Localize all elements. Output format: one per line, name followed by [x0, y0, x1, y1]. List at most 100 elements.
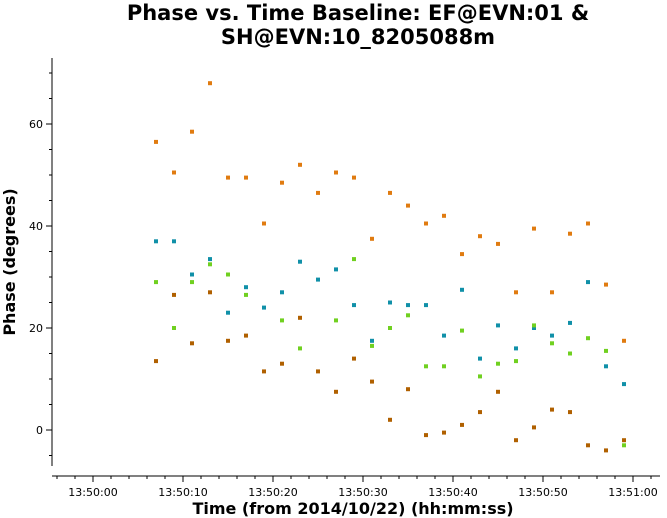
x-tick-label: 13:50:10: [158, 486, 207, 499]
data-point: [532, 326, 536, 330]
data-point: [406, 387, 410, 392]
data-point: [496, 241, 500, 246]
data-point: [478, 234, 482, 239]
x-axis-ticks: 13:50:00 13:50:10 13:50:20 13:50:30 13:50:40…: [56, 476, 658, 499]
y-axis-label: Phase (degrees): [0, 188, 19, 335]
data-point: [298, 259, 302, 264]
data-points: [154, 81, 626, 453]
data-point: [532, 323, 536, 328]
data-point: [280, 361, 284, 366]
data-point: [442, 333, 446, 338]
data-point: [226, 272, 230, 277]
x-tick-label: 13:50:40: [428, 486, 477, 499]
data-point: [172, 326, 176, 330]
y-tick-label: 20: [29, 322, 43, 335]
data-point: [262, 221, 266, 226]
data-point: [406, 303, 410, 308]
data-point: [424, 364, 428, 369]
data-point: [280, 290, 284, 295]
y-tick-label: 60: [29, 118, 43, 131]
y-tick-label: 0: [36, 424, 43, 437]
data-point: [496, 361, 500, 366]
data-point: [568, 231, 572, 236]
data-point: [622, 382, 626, 387]
data-point: [298, 346, 302, 351]
data-point: [226, 338, 230, 343]
data-point: [388, 190, 392, 195]
data-point: [532, 226, 536, 231]
data-point: [478, 356, 482, 361]
data-point: [514, 290, 518, 295]
data-point: [334, 267, 338, 272]
data-point: [172, 292, 176, 297]
x-tick-label: 13:50:50: [518, 486, 567, 499]
data-point: [442, 364, 446, 369]
data-point: [442, 430, 446, 435]
data-point: [460, 328, 464, 333]
data-point: [424, 433, 428, 438]
data-point: [622, 338, 626, 343]
data-point: [478, 374, 482, 379]
data-point: [406, 203, 410, 208]
data-point: [460, 252, 464, 257]
data-point: [460, 422, 464, 427]
data-point: [586, 221, 590, 226]
data-point: [208, 257, 212, 262]
data-point: [154, 239, 158, 244]
data-point: [352, 356, 356, 361]
x-tick-label: 13:50:30: [338, 486, 387, 499]
data-point: [280, 180, 284, 185]
data-point: [604, 364, 608, 369]
data-point: [586, 280, 590, 285]
data-point: [316, 369, 320, 374]
x-tick-label: 13:50:00: [68, 486, 117, 499]
data-point: [568, 410, 572, 415]
data-point: [568, 320, 572, 325]
data-point: [154, 359, 158, 364]
data-point: [550, 407, 554, 412]
x-tick-label: 13:50:20: [248, 486, 297, 499]
data-point: [388, 417, 392, 422]
data-point: [622, 438, 626, 443]
data-point: [208, 262, 212, 267]
x-tick-label: 13:51:00: [608, 486, 657, 499]
data-point: [514, 359, 518, 364]
data-point: [496, 323, 500, 328]
data-point: [280, 318, 284, 323]
data-point: [388, 300, 392, 305]
y-axis-ticks: 0 20 40 60: [29, 72, 52, 456]
data-point: [550, 333, 554, 338]
data-point: [424, 303, 428, 308]
data-point: [244, 333, 248, 338]
data-point: [586, 443, 590, 448]
data-point: [622, 443, 626, 448]
data-point: [496, 389, 500, 394]
data-point: [226, 175, 230, 180]
data-point: [604, 348, 608, 353]
data-point: [190, 129, 194, 134]
y-tick-label: 40: [29, 220, 43, 233]
data-point: [316, 277, 320, 282]
data-point: [244, 292, 248, 297]
data-point: [370, 236, 374, 241]
chart-title-line-1: Phase vs. Time Baseline: EF@EVN:01 &: [127, 1, 589, 25]
data-point: [244, 285, 248, 290]
data-point: [190, 341, 194, 346]
data-point: [154, 139, 158, 144]
chart-title-line-2: SH@EVN:10_8205088m: [221, 25, 495, 49]
x-axis-label: Time (from 2014/10/22) (hh:mm:ss): [192, 499, 513, 518]
data-point: [262, 305, 266, 310]
data-point: [406, 313, 410, 318]
data-point: [514, 346, 518, 351]
data-point: [244, 175, 248, 180]
data-point: [370, 338, 374, 343]
data-point: [208, 290, 212, 295]
data-point: [190, 272, 194, 277]
data-point: [334, 170, 338, 175]
data-point: [352, 257, 356, 262]
data-point: [568, 351, 572, 356]
data-point: [442, 213, 446, 218]
data-point: [334, 318, 338, 323]
data-point: [334, 389, 338, 394]
